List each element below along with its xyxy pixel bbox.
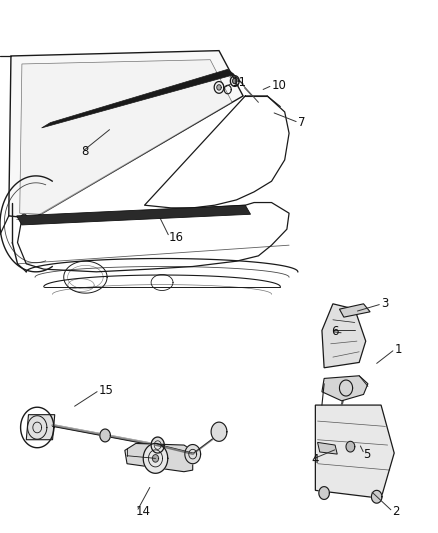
Polygon shape — [322, 304, 366, 368]
Text: 5: 5 — [364, 448, 371, 461]
Polygon shape — [233, 78, 237, 84]
Text: 2: 2 — [392, 505, 399, 518]
Polygon shape — [100, 429, 110, 442]
Text: 15: 15 — [99, 384, 113, 397]
Polygon shape — [339, 380, 353, 396]
Polygon shape — [143, 443, 168, 473]
Polygon shape — [322, 376, 368, 401]
Polygon shape — [319, 487, 329, 499]
Text: 7: 7 — [298, 116, 305, 129]
Text: 1: 1 — [394, 343, 402, 356]
Text: 14: 14 — [136, 505, 151, 518]
Polygon shape — [185, 445, 201, 464]
Polygon shape — [211, 422, 227, 441]
Polygon shape — [152, 455, 159, 462]
Polygon shape — [217, 85, 221, 90]
Polygon shape — [339, 304, 370, 317]
Text: 4: 4 — [311, 453, 318, 466]
Polygon shape — [318, 442, 337, 454]
Polygon shape — [346, 441, 355, 452]
Polygon shape — [33, 422, 42, 433]
Polygon shape — [20, 60, 232, 214]
Text: 10: 10 — [272, 79, 286, 92]
Polygon shape — [151, 437, 164, 453]
Text: 6: 6 — [331, 325, 338, 338]
Text: 3: 3 — [381, 297, 389, 310]
Polygon shape — [9, 51, 243, 219]
Polygon shape — [315, 405, 394, 498]
Polygon shape — [371, 490, 382, 503]
Polygon shape — [17, 205, 251, 225]
Polygon shape — [26, 415, 55, 440]
Text: 11: 11 — [232, 76, 247, 89]
Text: 8: 8 — [81, 146, 88, 158]
Text: 16: 16 — [169, 231, 184, 244]
Polygon shape — [125, 443, 193, 472]
Polygon shape — [42, 69, 234, 128]
